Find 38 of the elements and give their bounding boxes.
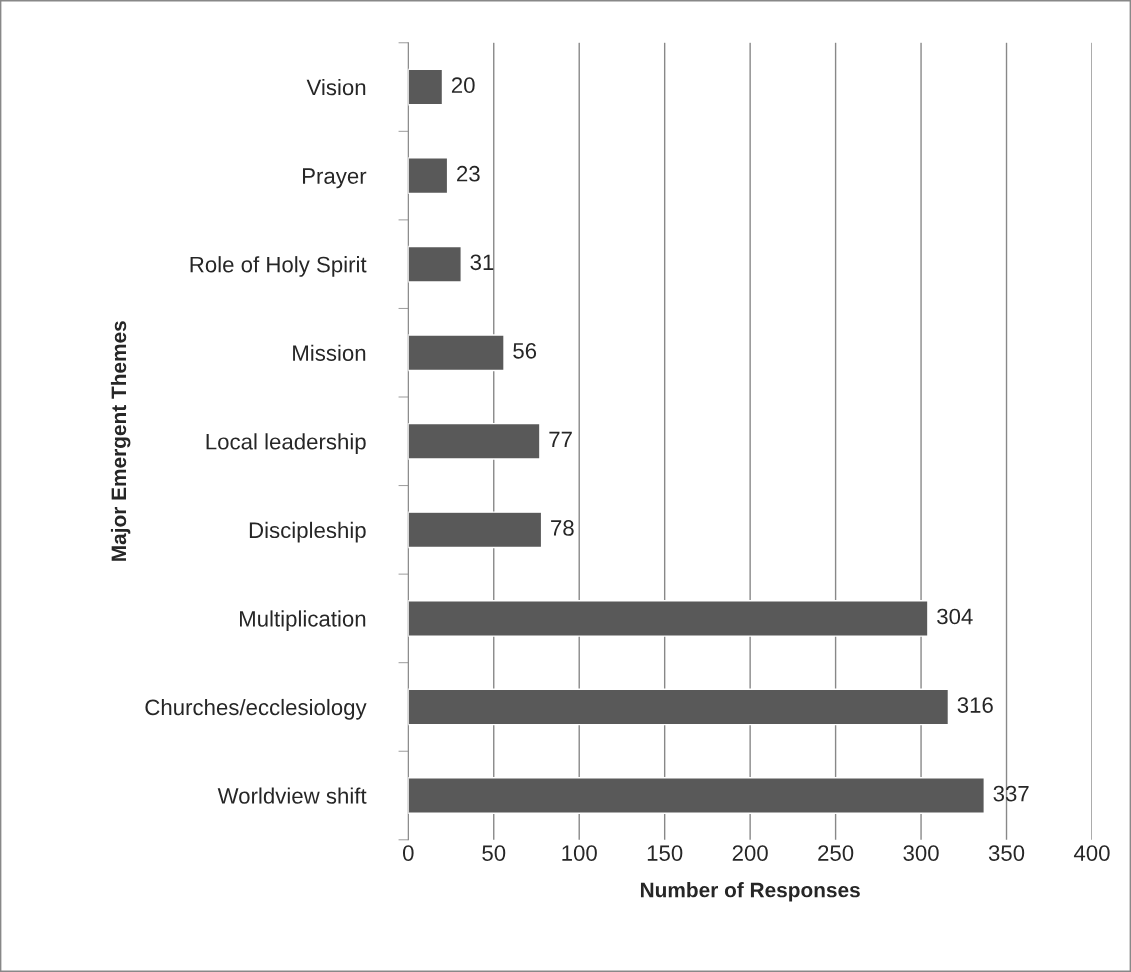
y-tick-label: Prayer <box>303 168 367 189</box>
x-axis-title: Number of Responses <box>640 882 860 902</box>
bar <box>408 511 543 549</box>
data-label: 316 <box>957 697 993 713</box>
bar <box>408 422 541 460</box>
y-tick-label: Worldview shift <box>217 787 367 804</box>
bar <box>408 68 444 106</box>
bar <box>408 600 929 637</box>
x-tick-label: 400 <box>1073 845 1110 861</box>
x-tick-label: 150 <box>647 845 683 861</box>
y-tick-label: Vision <box>306 79 366 96</box>
y-tick-label: Role of Holy Spirit <box>190 256 367 277</box>
bar <box>408 688 950 726</box>
bar <box>408 157 449 195</box>
data-label: 337 <box>993 785 1029 802</box>
data-label: 77 <box>549 431 572 448</box>
x-tick-label: 250 <box>818 845 854 861</box>
data-label: 20 <box>451 77 475 94</box>
bar <box>408 245 462 283</box>
bar <box>408 777 985 814</box>
data-label: 23 <box>457 165 480 182</box>
y-tick-label: Churches/ecclesiology <box>145 698 367 720</box>
y-tick-label: Multiplication <box>240 610 366 632</box>
x-tick-label: 0 <box>402 845 414 861</box>
y-tick-label: Mission <box>293 344 366 361</box>
x-tick-label: 300 <box>903 845 939 861</box>
bar <box>408 334 505 372</box>
x-tick-label: 50 <box>482 845 506 861</box>
y-tick-label: Discipleship <box>249 521 366 543</box>
x-tick-label: 350 <box>988 845 1025 861</box>
x-tick-label: 200 <box>732 845 768 861</box>
x-tick-label: 100 <box>562 845 597 861</box>
y-axis-title: Major Emergent Themes <box>110 321 131 561</box>
data-label: 78 <box>551 520 574 536</box>
y-tick-label: Local leadership <box>206 433 366 454</box>
data-label: 31 <box>470 254 494 271</box>
data-label: 304 <box>937 608 973 625</box>
data-label: 56 <box>513 342 537 359</box>
